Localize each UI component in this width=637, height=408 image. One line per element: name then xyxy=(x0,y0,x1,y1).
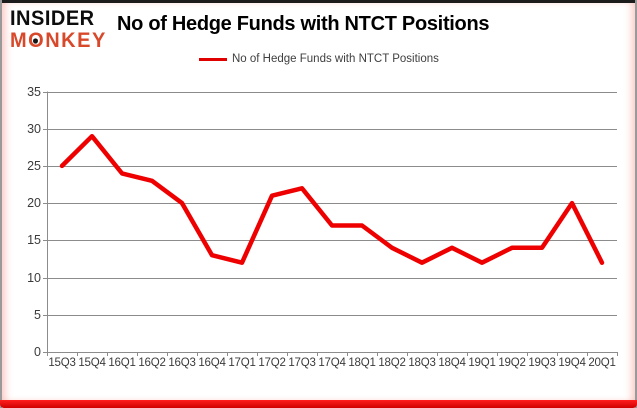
chart-title: No of Hedge Funds with NTCT Positions xyxy=(117,13,490,35)
x-tick-label: 18Q2 xyxy=(378,357,406,369)
x-tick-label: 17Q4 xyxy=(318,357,346,369)
y-tick-label: 5 xyxy=(34,307,41,322)
x-tick-label: 16Q3 xyxy=(168,357,196,369)
y-tick-label: 15 xyxy=(27,233,41,248)
logo-monkey-text: MONKEY xyxy=(10,28,107,53)
x-tick-label: 16Q2 xyxy=(138,357,166,369)
x-tick-label: 17Q1 xyxy=(228,357,256,369)
y-tick-label: 35 xyxy=(27,84,41,99)
x-tick-label: 15Q4 xyxy=(78,357,106,369)
x-tick-label: 18Q4 xyxy=(438,357,466,369)
y-tick-label: 0 xyxy=(34,345,41,359)
x-tick-label: 17Q2 xyxy=(258,357,286,369)
x-tick-label: 17Q3 xyxy=(288,357,316,369)
x-tick-label: 19Q1 xyxy=(468,357,496,369)
legend: No of Hedge Funds with NTCT Positions xyxy=(199,53,439,65)
x-tick-label: 20Q1 xyxy=(588,357,616,369)
legend-label: No of Hedge Funds with NTCT Positions xyxy=(232,53,439,65)
brand-red-bar xyxy=(0,400,637,408)
series-line xyxy=(59,133,605,265)
x-tick-label: 16Q4 xyxy=(198,357,226,369)
x-tick-label: 19Q4 xyxy=(558,357,586,369)
y-tick-label: 25 xyxy=(27,158,41,173)
y-tick-label: 10 xyxy=(27,270,41,285)
x-tick-label: 18Q1 xyxy=(348,357,376,369)
x-tick-label: 19Q3 xyxy=(528,357,556,369)
x-tick-label: 19Q2 xyxy=(498,357,526,369)
legend-line-swatch xyxy=(199,57,227,61)
card-right-border xyxy=(635,0,637,408)
y-tick-label: 30 xyxy=(27,121,41,136)
logo-insider-text: INSIDER xyxy=(10,6,95,31)
y-tick-label: 20 xyxy=(27,196,41,211)
x-tick-label: 18Q3 xyxy=(408,357,436,369)
x-tick-label: 15Q3 xyxy=(48,357,76,369)
card-top-border xyxy=(0,0,637,3)
card-left-border xyxy=(0,0,2,408)
insider-monkey-logo: INSIDER MONKEY xyxy=(10,6,107,53)
x-tick-label: 16Q1 xyxy=(108,357,136,369)
